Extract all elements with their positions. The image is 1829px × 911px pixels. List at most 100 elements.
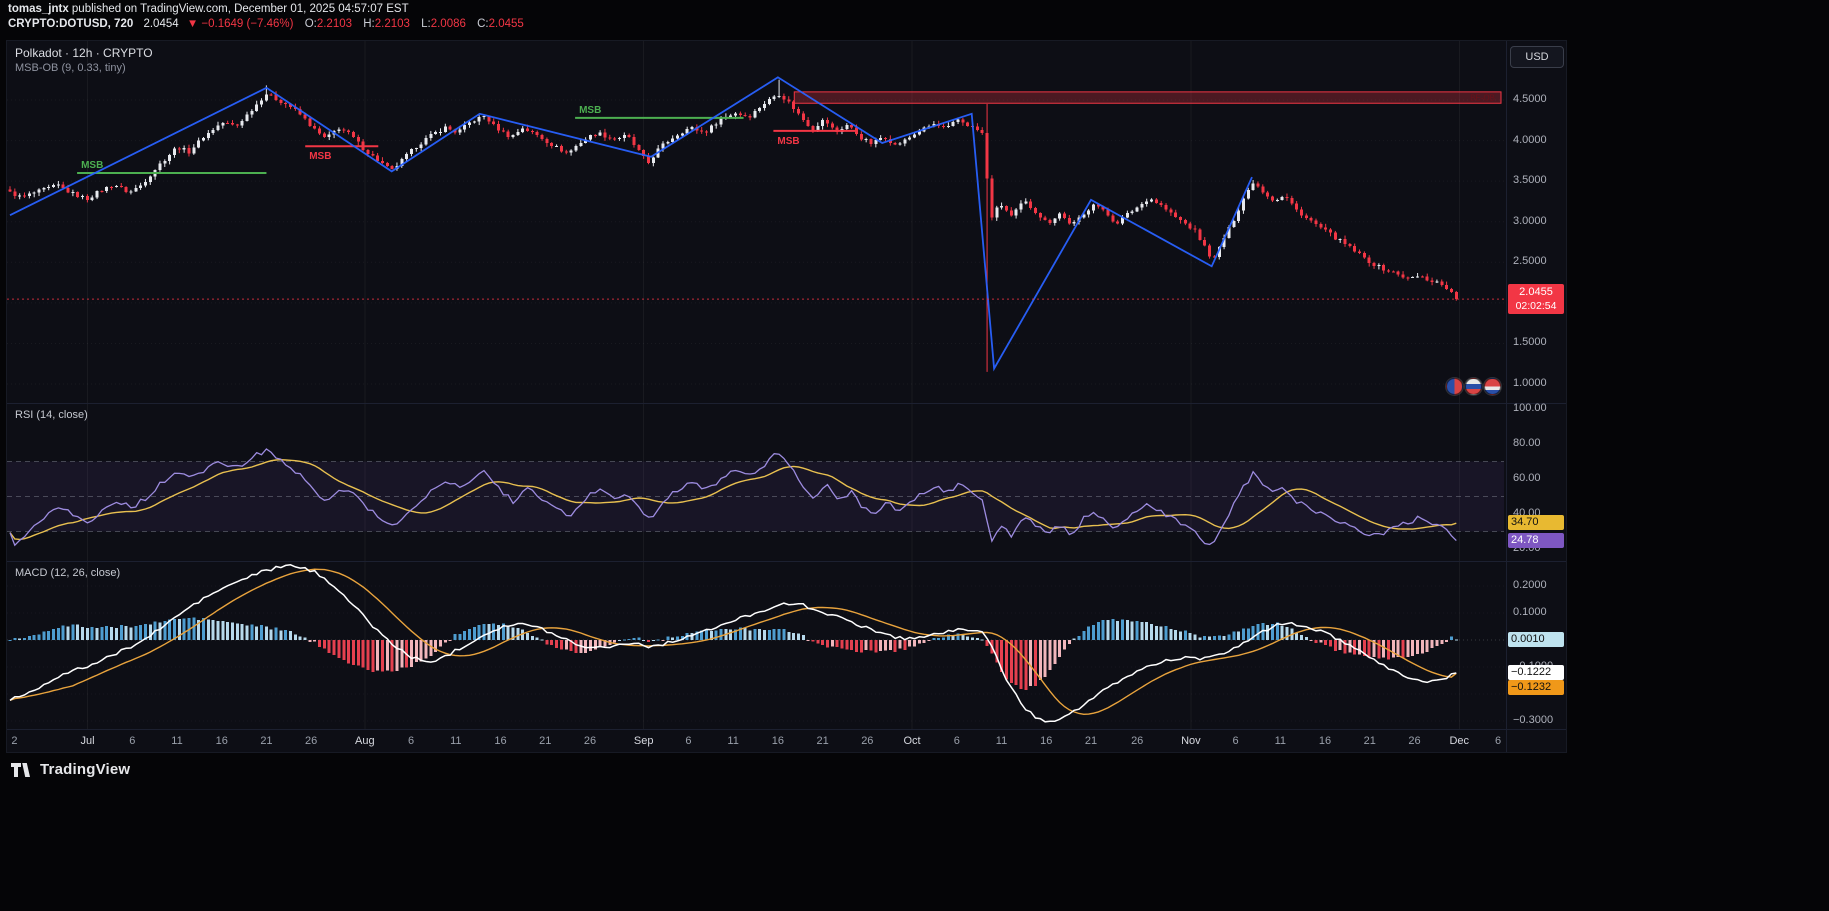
low-label: L: (421, 18, 431, 30)
symbol-name[interactable]: CRYPTO:DOTUSD, 720 (8, 18, 134, 30)
time-axis-label: 21 (260, 735, 273, 747)
tradingview-wordmark[interactable]: TradingView (40, 760, 131, 778)
rsi-pane-legend: RSI (14, close) (15, 409, 88, 421)
time-axis-divider (7, 729, 1566, 730)
time-axis-label: 26 (1131, 735, 1144, 747)
time-axis-label: 11 (1274, 735, 1287, 747)
macd-value-badge: −0.1222 (1508, 665, 1564, 680)
rsi-value-badge: 34.70 (1508, 515, 1564, 531)
price-axis-label: 3.5000 (1513, 174, 1547, 187)
price-axis-label: 1.0000 (1513, 377, 1547, 389)
pane-divider[interactable] (7, 403, 1566, 404)
watermark-icons (1444, 378, 1501, 395)
svg-text:MSB: MSB (777, 136, 799, 147)
time-axis-label: 11 (727, 735, 739, 747)
time-axis-label: 16 (215, 735, 228, 747)
time-axis-label: 6 (1232, 735, 1239, 747)
svg-text:MSB: MSB (81, 160, 103, 171)
ohlc-low: L:2.0086 (421, 18, 466, 30)
time-axis-label: 6 (408, 735, 415, 747)
time-axis-label: Sep (633, 735, 654, 747)
macd-value-badge: −0.1232 (1508, 680, 1564, 695)
chart-widget: BE-OB MSB MSB MSB MSB Polkadot · 12h · CRYPT… (6, 40, 1567, 753)
tradingview-logo-icon (10, 760, 33, 778)
price-axis-label: 4.5000 (1513, 92, 1547, 105)
ohlc-high: H:2.2103 (363, 18, 410, 30)
time-axis[interactable] (7, 729, 1566, 752)
macd-axis-label: −0.3000 (1513, 714, 1554, 726)
time-axis-label: 6 (953, 735, 960, 747)
time-axis-label: Oct (903, 735, 921, 747)
time-axis-label: 2 (11, 735, 18, 747)
currency-toggle-button[interactable]: USD (1510, 46, 1564, 68)
price-axis-divider (1506, 41, 1507, 752)
time-axis-label: 26 (1408, 735, 1421, 747)
time-axis-label: 16 (771, 735, 784, 747)
last-price: 2.0454 (143, 18, 179, 30)
main-pane-legend: Polkadot · 12h · CRYPTO MSB-OB (9, 0.33,… (15, 46, 153, 74)
svg-text:MSB: MSB (579, 105, 601, 116)
time-axis-label: 21 (1084, 735, 1098, 747)
macd-axis-label: 0.2000 (1513, 579, 1547, 592)
macd-value-badge: 0.0010 (1508, 631, 1564, 647)
last-price-badge-value: 2.0455 (1519, 286, 1553, 299)
time-axis-label: 16 (1040, 735, 1053, 747)
time-axis-label: Jul (80, 735, 95, 747)
publish-meta: published on TradingView.com, December 0… (68, 3, 409, 15)
macd-pane-title[interactable]: MACD (12, 26, close) (15, 567, 121, 579)
publish-header: tomas_jntx published on TradingView.com,… (8, 3, 524, 30)
time-axis-label: 6 (685, 735, 692, 747)
time-axis-label: 11 (450, 735, 462, 747)
time-axis-label: Dec (1449, 735, 1470, 747)
time-axis-label: 6 (1494, 735, 1502, 747)
rsi-axis-label: 80.00 (1513, 437, 1541, 450)
macd-axis-label: 0.1000 (1513, 606, 1547, 619)
price-change: ▼ −0.1649 (−7.46%) (186, 18, 294, 30)
close-value: 2.0455 (488, 18, 524, 30)
rsi-pane-canvas[interactable] (7, 404, 1504, 561)
symbol-info-line: CRYPTO:DOTUSD, 720 2.0454 ▼ −0.1649 (−7.… (8, 18, 524, 30)
time-axis-label: 6 (129, 735, 136, 747)
time-axis-label: 16 (1318, 735, 1332, 747)
close-label: C: (477, 18, 489, 30)
time-axis-label: 26 (305, 735, 318, 747)
rsi-axis-label: 100.00 (1513, 402, 1547, 415)
rsi-value-badge: 24.78 (1508, 532, 1564, 548)
last-price-badge: 2.0455 02:02:54 (1508, 284, 1564, 315)
macd-pane-legend: MACD (12, 26, close) (15, 567, 120, 579)
time-axis-label: 26 (583, 735, 597, 747)
time-axis-label: 21 (816, 735, 829, 747)
bar-countdown: 02:02:54 (1515, 300, 1557, 313)
high-label: H: (363, 18, 375, 30)
open-value: 2.2103 (316, 18, 353, 30)
time-axis-label: 16 (494, 735, 507, 747)
time-axis-label: 21 (539, 735, 552, 747)
flag-icon-2 (1465, 378, 1482, 395)
publisher-name[interactable]: tomas_jntx (8, 3, 69, 15)
flag-icon-3 (1484, 378, 1501, 395)
price-axis-label: 2.5000 (1513, 255, 1547, 268)
footer-bar: TradingView (10, 760, 130, 778)
rsi-axis-label: 60.00 (1513, 472, 1541, 484)
high-value: 2.2103 (374, 18, 410, 30)
price-axis-label: 1.5000 (1513, 336, 1547, 349)
price-pane-canvas[interactable]: BE-OB MSB MSB MSB MSB (7, 41, 1504, 403)
macd-pane-canvas[interactable] (7, 562, 1504, 729)
ohlc-close: C:2.0455 (477, 18, 524, 30)
time-axis-label: 26 (861, 735, 874, 747)
pane-divider[interactable] (7, 561, 1566, 562)
main-pane-indicator[interactable]: MSB-OB (9, 0.33, tiny) (15, 62, 126, 74)
flag-icon-1 (1446, 378, 1463, 395)
time-axis-label: 21 (1363, 735, 1376, 747)
time-axis-label: Nov (1181, 735, 1201, 747)
svg-text:MSB: MSB (309, 151, 331, 162)
rsi-pane-title[interactable]: RSI (14, close) (15, 409, 88, 421)
price-axis-label: 3.0000 (1513, 214, 1547, 227)
ohlc-open: O:2.2103 (305, 18, 352, 30)
low-value: 2.0086 (430, 18, 466, 30)
svg-text:BE-OB: BE-OB (1470, 94, 1495, 103)
publish-info-line: tomas_jntx published on TradingView.com,… (8, 3, 524, 15)
time-axis-label: Aug (355, 735, 375, 747)
time-axis-label: 11 (171, 735, 183, 747)
main-pane-title[interactable]: Polkadot · 12h · CRYPTO (15, 46, 153, 60)
